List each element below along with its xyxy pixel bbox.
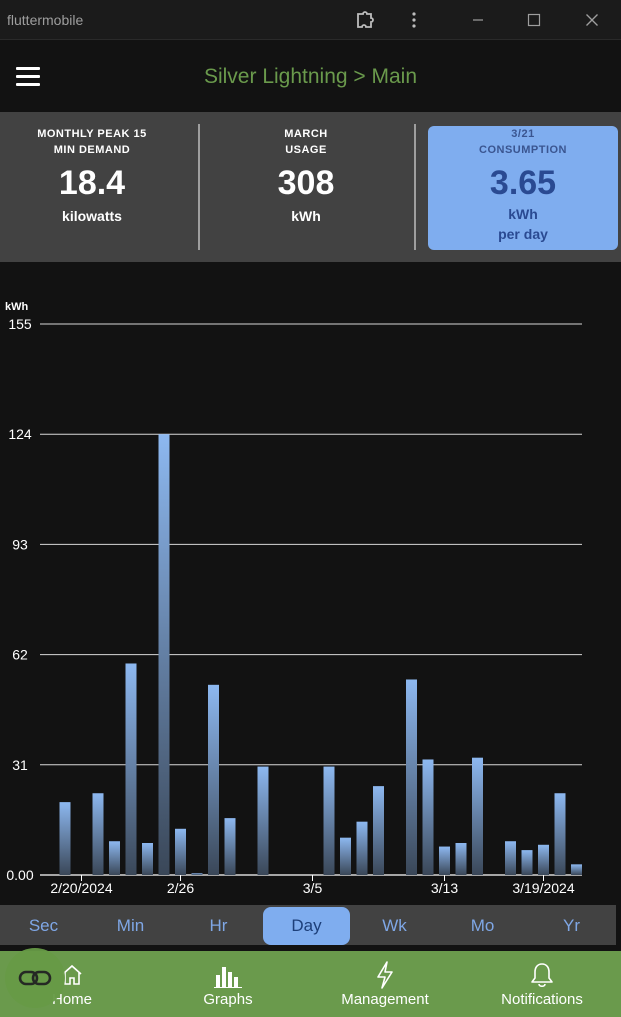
bar[interactable] <box>59 802 71 875</box>
bar[interactable] <box>406 679 417 875</box>
period-tab-min[interactable]: Min <box>116 916 145 935</box>
x-tick-label: 3/5 <box>303 880 323 896</box>
minimize-icon[interactable] <box>466 8 490 32</box>
bar[interactable] <box>356 821 368 875</box>
x-tick-label: 2/26 <box>167 880 194 896</box>
chain-link-fab[interactable] <box>5 948 65 1008</box>
y-tick-label: 0.00 <box>6 867 33 883</box>
period-tab-day[interactable]: Day <box>263 907 350 945</box>
consumption-unit: kWh <box>508 206 538 222</box>
home-icon <box>32 959 112 991</box>
bar[interactable] <box>208 684 219 875</box>
bar[interactable] <box>340 837 351 875</box>
bar[interactable] <box>158 434 170 875</box>
bar[interactable] <box>505 841 516 875</box>
lightning-icon <box>330 959 440 991</box>
bar[interactable] <box>554 793 566 875</box>
usage-label-line2: USAGE <box>285 144 327 156</box>
bottom-navigation: Home Graphs Management Notifications <box>0 951 621 1017</box>
period-tab-hr[interactable]: Hr <box>209 916 228 935</box>
bell-icon <box>490 959 594 991</box>
usage-chart-svg: kWh 0.00 31 62 93 124 155 2/20/2024 2/26 3/5 3/13 3… <box>5 301 582 896</box>
period-tab-wk[interactable]: Wk <box>382 916 407 935</box>
consumption-card[interactable]: 3/21 CONSUMPTION 3.65 kWh per day <box>428 126 618 250</box>
period-tab-sec[interactable]: Sec <box>28 916 59 935</box>
consumption-date: 3/21 <box>511 128 535 140</box>
nav-graphs[interactable]: Graphs <box>188 959 268 1015</box>
peak-demand-label-line1: MONTHLY PEAK 15 <box>37 128 147 140</box>
consumption-sub-unit: per day <box>498 226 548 242</box>
usage-label-line1: MARCH <box>284 128 328 140</box>
app-bar: Silver Lightning > Main <box>0 40 621 112</box>
stats-divider <box>414 124 416 250</box>
consumption-value: 3.65 <box>489 164 557 202</box>
window-title: fluttermobile <box>7 12 84 28</box>
y-tick-label: 62 <box>12 647 28 663</box>
usage-unit: kWh <box>291 208 321 224</box>
nav-notifications[interactable]: Notifications <box>490 959 594 1015</box>
bar[interactable] <box>109 841 120 875</box>
window-title-bar: fluttermobile <box>0 0 621 40</box>
bar[interactable] <box>323 766 335 875</box>
period-tab-mo[interactable]: Mo <box>470 916 495 935</box>
y-tick-label: 124 <box>8 426 32 442</box>
link-icon <box>18 970 52 986</box>
bar[interactable] <box>422 759 434 875</box>
nav-notifications-label: Notifications <box>501 991 583 1008</box>
bar[interactable] <box>521 850 533 875</box>
bar[interactable] <box>125 663 137 875</box>
nav-management-label: Management <box>341 991 429 1008</box>
stats-panel: MONTHLY PEAK 15 MIN DEMAND 18.4 kilowatt… <box>0 112 621 262</box>
bar[interactable] <box>455 843 467 875</box>
bar[interactable] <box>439 846 450 875</box>
peak-demand-unit: kilowatts <box>62 208 122 224</box>
y-tick-label: 31 <box>12 757 28 773</box>
bar[interactable] <box>142 843 153 875</box>
period-selector: Sec Min Hr Day Wk Mo Yr <box>0 905 616 945</box>
peak-demand-value: 18.4 <box>58 164 126 202</box>
bar[interactable] <box>472 757 483 875</box>
hamburger-menu-icon[interactable] <box>14 64 42 90</box>
bar[interactable] <box>224 818 236 875</box>
bar[interactable] <box>191 873 203 875</box>
usage-value: 308 <box>277 164 335 202</box>
x-tick-label: 2/20/2024 <box>50 880 112 896</box>
bar[interactable] <box>257 766 269 875</box>
stats-divider <box>198 124 200 250</box>
peak-demand-card[interactable]: MONTHLY PEAK 15 MIN DEMAND 18.4 kilowatt… <box>2 126 182 250</box>
close-icon[interactable] <box>580 8 604 32</box>
bar[interactable] <box>175 828 186 875</box>
nav-home[interactable]: Home <box>32 959 112 1015</box>
monthly-usage-card[interactable]: MARCH USAGE 308 kWh <box>216 126 396 250</box>
y-axis-label: kWh <box>5 301 29 313</box>
peak-demand-label-line2: MIN DEMAND <box>53 144 131 156</box>
y-tick-label: 155 <box>8 316 32 332</box>
nav-management[interactable]: Management <box>330 959 440 1015</box>
usage-chart[interactable]: kWh 0.00 31 62 93 124 155 2/20/2024 2/26 3/5 3/13 3… <box>0 290 621 902</box>
x-tick-label: 3/13 <box>431 880 458 896</box>
bar[interactable] <box>571 864 582 875</box>
bar[interactable] <box>373 786 384 875</box>
x-tick-label: 3/19/2024 <box>512 880 574 896</box>
period-tab-yr[interactable]: Yr <box>563 916 580 935</box>
maximize-icon[interactable] <box>522 8 546 32</box>
bar[interactable] <box>538 844 549 875</box>
bar[interactable] <box>92 793 104 875</box>
nav-graphs-label: Graphs <box>203 991 253 1008</box>
page-title: Silver Lightning > Main <box>203 65 418 88</box>
y-tick-label: 93 <box>12 536 28 552</box>
more-options-icon[interactable] <box>402 8 426 32</box>
extension-icon[interactable] <box>353 8 377 32</box>
bar-chart-icon <box>188 959 268 991</box>
consumption-label: CONSUMPTION <box>479 144 567 156</box>
nav-home-label: Home <box>51 991 92 1008</box>
